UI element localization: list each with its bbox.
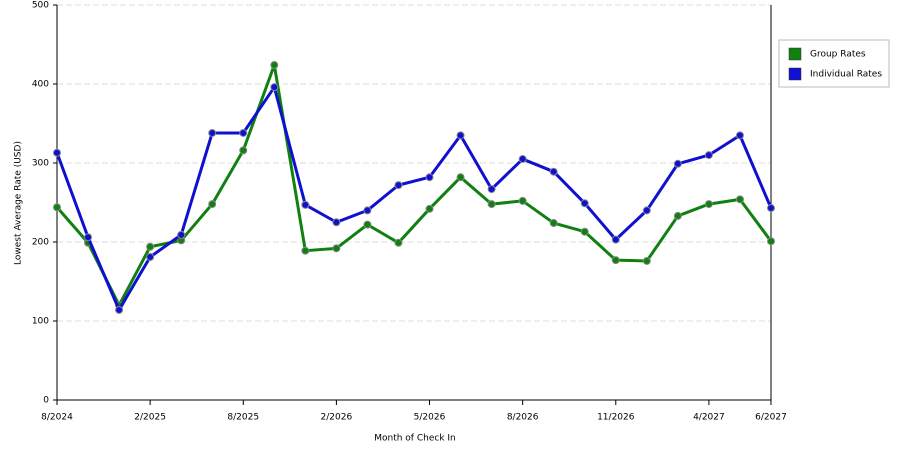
point bbox=[673, 159, 682, 168]
point bbox=[115, 305, 124, 314]
point bbox=[549, 167, 558, 176]
point bbox=[487, 185, 496, 194]
x-tick-label: 11/2026 bbox=[597, 413, 635, 423]
point bbox=[487, 200, 496, 209]
x-tick-label: 8/2024 bbox=[41, 413, 73, 423]
point bbox=[363, 220, 372, 229]
y-tick-label: 100 bbox=[32, 317, 49, 327]
x-tick-label: 4/2027 bbox=[693, 413, 725, 423]
point bbox=[642, 206, 651, 215]
x-tick-label: 8/2026 bbox=[507, 413, 539, 423]
point bbox=[456, 173, 465, 182]
point bbox=[239, 128, 248, 137]
point bbox=[673, 211, 682, 220]
y-tick-label: 0 bbox=[43, 396, 49, 406]
point bbox=[549, 219, 558, 228]
point bbox=[394, 181, 403, 190]
point bbox=[611, 256, 620, 265]
point bbox=[704, 151, 713, 160]
y-tick-label: 400 bbox=[32, 80, 49, 90]
point bbox=[301, 200, 310, 209]
point bbox=[425, 173, 434, 182]
series-line bbox=[55, 85, 773, 312]
legend-label: Group Rates bbox=[810, 50, 866, 60]
x-tick-label: 5/2026 bbox=[414, 413, 446, 423]
point bbox=[146, 242, 155, 251]
y-axis-label: Lowest Average Rate (USD) bbox=[14, 141, 24, 265]
x-tick-label: 6/2027 bbox=[755, 413, 787, 423]
point bbox=[735, 195, 744, 204]
legend-label: Individual Rates bbox=[810, 70, 882, 80]
point bbox=[735, 131, 744, 140]
point bbox=[425, 204, 434, 213]
x-tick-label: 8/2025 bbox=[227, 413, 259, 423]
point bbox=[270, 61, 279, 70]
point bbox=[53, 203, 61, 212]
x-tick-label: 2/2025 bbox=[134, 413, 166, 423]
point bbox=[394, 238, 403, 247]
point bbox=[767, 237, 775, 246]
point bbox=[208, 200, 217, 209]
point bbox=[518, 155, 527, 164]
point bbox=[239, 146, 248, 155]
point bbox=[270, 83, 279, 92]
legend-swatch bbox=[788, 67, 802, 81]
point bbox=[332, 218, 341, 227]
point bbox=[363, 206, 372, 215]
point bbox=[611, 235, 620, 244]
point bbox=[767, 204, 775, 213]
point bbox=[642, 256, 651, 265]
point bbox=[53, 148, 61, 157]
point bbox=[518, 196, 527, 205]
point bbox=[301, 246, 310, 255]
x-axis-label: Month of Check In bbox=[374, 434, 456, 444]
point bbox=[580, 199, 589, 208]
point bbox=[208, 128, 217, 137]
point bbox=[580, 227, 589, 236]
point bbox=[84, 233, 93, 242]
point bbox=[177, 230, 186, 239]
y-tick-label: 200 bbox=[32, 238, 49, 248]
y-tick-label: 300 bbox=[32, 159, 49, 169]
point bbox=[332, 244, 341, 253]
y-tick-label: 500 bbox=[32, 1, 49, 11]
series-line bbox=[55, 63, 773, 307]
point bbox=[704, 200, 713, 209]
point bbox=[456, 131, 465, 140]
x-tick-label: 2/2026 bbox=[321, 413, 353, 423]
legend-swatch bbox=[788, 47, 802, 61]
point bbox=[146, 253, 155, 262]
